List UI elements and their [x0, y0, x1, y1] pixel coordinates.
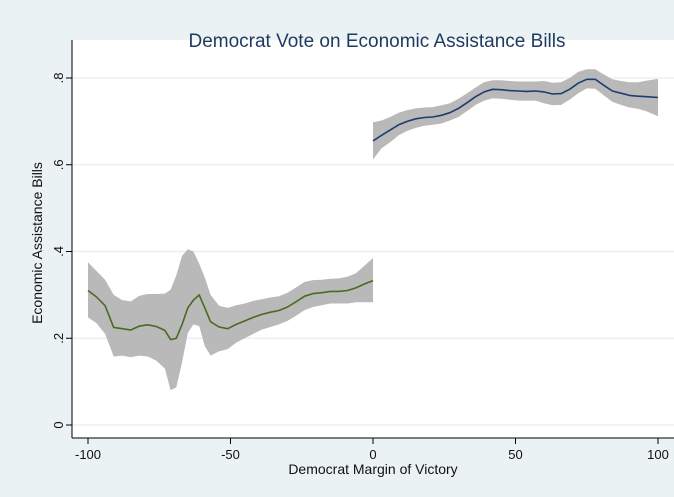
plot-area	[72, 40, 674, 438]
x-axis-title: Democrat Margin of Victory	[288, 461, 457, 477]
axes: -100 -50 0 50 100 0 .2 .4 .6 .8	[51, 40, 674, 462]
series-lines	[87, 78, 659, 341]
chart-title: Democrat Vote on Economic Assistance Bil…	[188, 31, 565, 52]
series-line-0	[87, 279, 374, 341]
x-tick-label-3: 50	[508, 447, 522, 462]
y-axis-title: Economic Assistance Bills	[29, 162, 45, 324]
x-tick-label-2: 0	[369, 447, 376, 462]
y-tick-label-4: .8	[51, 73, 66, 84]
y-tick-label-1: .2	[51, 333, 66, 344]
x-tick-label-0: -100	[75, 447, 101, 462]
y-tick-label-0: 0	[51, 421, 66, 428]
y-tick-label-3: .6	[51, 159, 66, 170]
confidence-band-0	[88, 249, 373, 391]
series-line-1	[372, 78, 659, 142]
x-tick-label-1: -50	[221, 447, 240, 462]
confidence-bands	[88, 69, 658, 391]
x-tick-label-4: 100	[647, 447, 669, 462]
y-tick-label-2: .4	[51, 246, 66, 257]
confidence-band-1	[373, 69, 658, 160]
